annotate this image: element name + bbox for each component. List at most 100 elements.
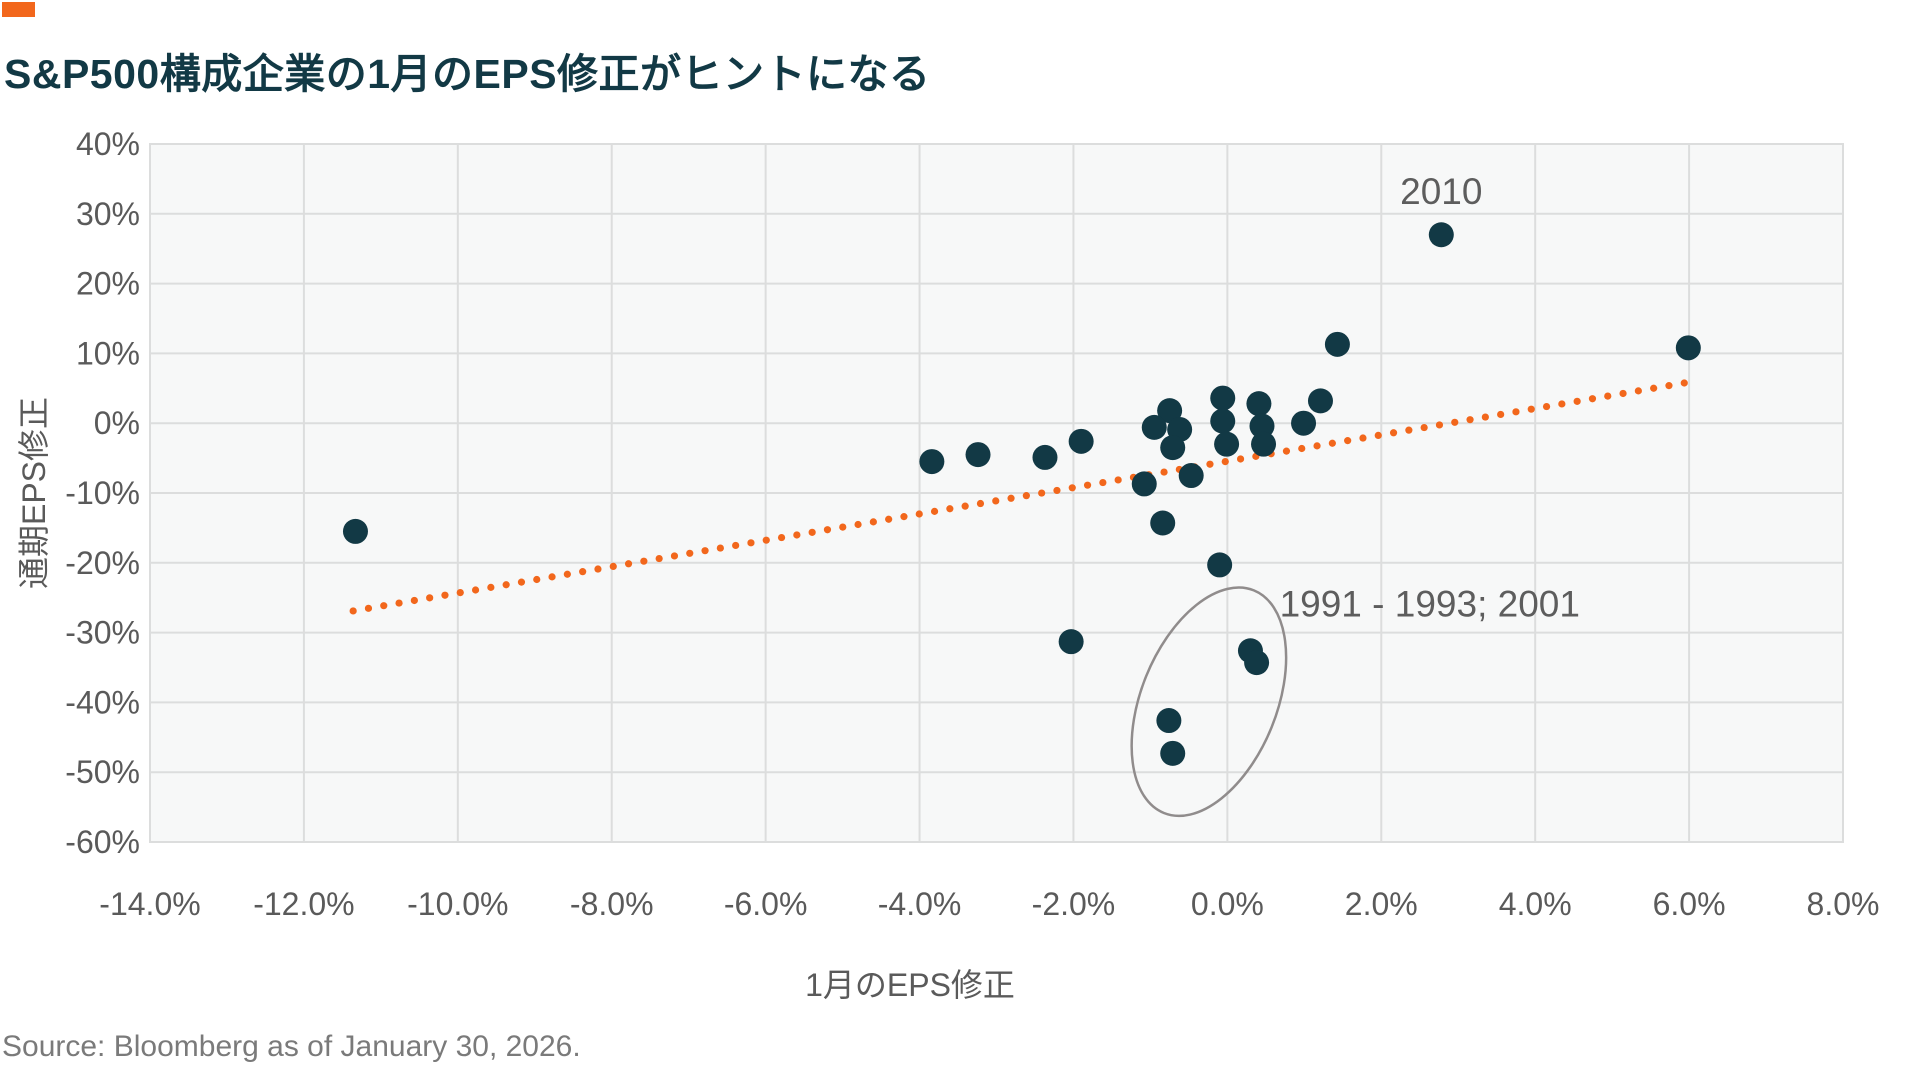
trendline-dot (1099, 478, 1107, 487)
trendline-dot (1068, 484, 1076, 492)
trendline-dot (609, 562, 617, 571)
annotation-label: 1991 - 1993; 2001 (1280, 584, 1580, 625)
trendline-dot (349, 607, 357, 615)
trendline-dot (1359, 434, 1367, 442)
trendline-dot (471, 586, 480, 594)
trendline-dot (1114, 476, 1122, 484)
data-point (1428, 222, 1454, 248)
trendline-dot (1282, 447, 1291, 455)
trendline-dot (380, 602, 388, 610)
data-point (1210, 385, 1236, 411)
trendline-dot (1451, 418, 1459, 426)
data-point (1058, 629, 1084, 655)
trendline-dot (1344, 437, 1352, 445)
trendline-dot (762, 536, 770, 544)
highlight-ellipse (1130, 586, 1288, 818)
source-note: Source: Bloomberg as of January 30, 2026… (2, 1030, 581, 1063)
y-tick-label: 30% (76, 196, 140, 232)
trendline-dot (1083, 481, 1092, 489)
data-point (1141, 414, 1167, 440)
trendline-dot (1160, 468, 1168, 476)
y-axis-title: 通期EPS修正 (16, 397, 52, 589)
trendline-dot (701, 547, 709, 555)
y-tick-label: -60% (65, 824, 140, 860)
data-point (1160, 435, 1186, 461)
data-point (1291, 410, 1317, 436)
data-point (1210, 408, 1236, 434)
page-title: S&P500構成企業の1月のEPS修正がヒントになる (4, 51, 931, 97)
trendline-dot (1313, 442, 1321, 450)
trendline-dot (1022, 492, 1030, 500)
trendline-dot (1206, 460, 1214, 468)
x-tick-label: -2.0% (1032, 886, 1116, 922)
data-point (1307, 388, 1333, 414)
trendline-dot (777, 533, 786, 542)
x-tick-label: -4.0% (878, 886, 962, 922)
y-tick-label: -30% (65, 615, 140, 651)
data-point (1160, 740, 1186, 766)
trendline-dot (624, 560, 633, 568)
x-tick-label: 0.0% (1191, 886, 1264, 922)
trendline-dot (976, 499, 985, 508)
trendline-dot (655, 554, 663, 563)
trendline-dot (1038, 489, 1046, 497)
data-point (1156, 708, 1182, 734)
trendline-dot (915, 510, 923, 518)
trendline-dot (1680, 379, 1688, 387)
trendline-dot (1588, 395, 1597, 403)
data-point (1675, 335, 1701, 361)
trendline-dot (1634, 387, 1642, 395)
trendline-dot (839, 523, 847, 531)
trendline-dot (1665, 382, 1673, 390)
trendline-dot (823, 526, 832, 534)
trendline-dot (441, 591, 449, 599)
trendline-dot (961, 502, 969, 510)
trendline-dot (1542, 402, 1551, 411)
data-point (342, 518, 368, 544)
data-point (1246, 391, 1272, 417)
x-tick-label: 8.0% (1807, 886, 1880, 922)
trendline-dot (1298, 444, 1306, 453)
trendline-dot (747, 539, 755, 547)
trendline-dot (533, 575, 541, 584)
data-point (1032, 444, 1058, 470)
trendline-dot (1604, 392, 1612, 400)
trendline-dot (502, 581, 510, 589)
trendline-dot (1420, 423, 1428, 432)
trendline-dot (640, 557, 648, 565)
trendline-dot (1466, 416, 1474, 424)
trendline-dot (364, 604, 373, 612)
x-tick-label: 6.0% (1653, 886, 1726, 922)
data-point (1251, 431, 1277, 457)
data-point (1178, 463, 1204, 489)
x-tick-label: -8.0% (570, 886, 654, 922)
trendline-dot (885, 515, 893, 523)
data-point (1214, 431, 1240, 457)
trendline-dot (1221, 458, 1229, 466)
trendline-dot (1236, 455, 1245, 463)
trendline-dot (1053, 486, 1061, 495)
x-tick-label: -14.0% (99, 886, 200, 922)
trendline-dot (1619, 389, 1627, 398)
trendline-dot (456, 589, 464, 597)
data-point (965, 442, 991, 468)
trendline-dot (517, 578, 526, 586)
trendline-dot (793, 531, 801, 539)
data-point (1249, 413, 1275, 439)
trendline-dot (869, 518, 877, 526)
y-tick-label: 10% (76, 335, 140, 371)
trendline-dot (716, 544, 724, 552)
x-tick-label: 2.0% (1345, 886, 1418, 922)
trendline-dot (548, 573, 556, 581)
annotation-label: 2010 (1400, 171, 1482, 212)
y-tick-label: -20% (65, 545, 140, 581)
trendline-dot (1573, 397, 1581, 405)
trendline-dot (732, 541, 740, 550)
trendline-dot (1374, 431, 1382, 440)
trendline-dot (563, 570, 571, 578)
trendline-dot (1328, 439, 1336, 447)
y-tick-label: -10% (65, 475, 140, 511)
trendline-dot (1435, 421, 1444, 429)
trendline-dot (1512, 408, 1520, 416)
